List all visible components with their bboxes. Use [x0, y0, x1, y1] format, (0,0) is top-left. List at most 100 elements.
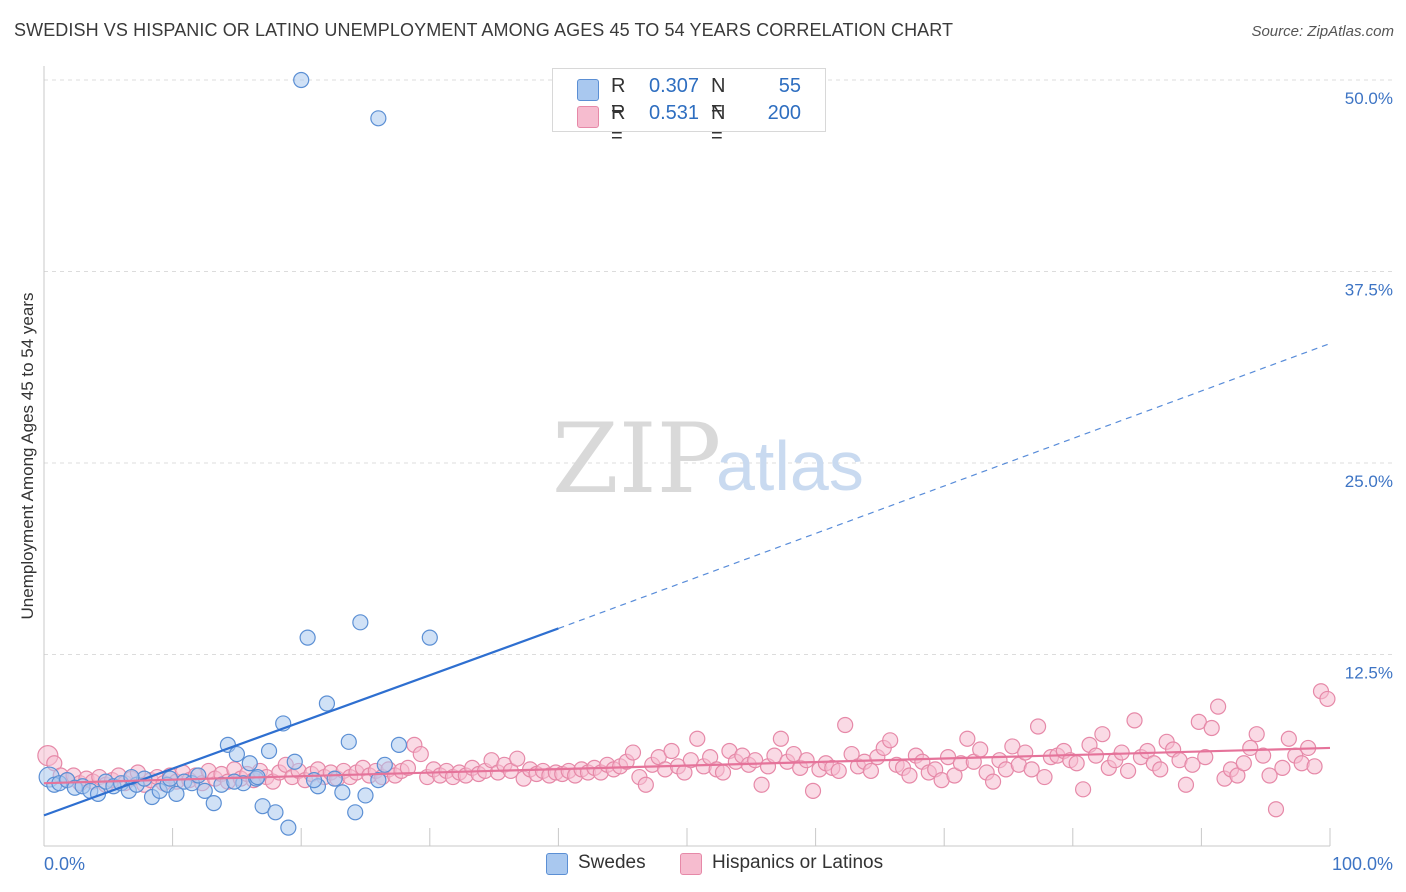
swedes-point	[347, 804, 364, 821]
n-label: N =	[711, 75, 726, 120]
chart-title: SWEDISH VS HISPANIC OR LATINO UNEMPLOYME…	[14, 20, 954, 40]
hispanic-point	[882, 732, 899, 749]
hispanic-point	[1210, 698, 1227, 715]
swedes-point	[267, 804, 284, 821]
swedes-swatch	[577, 79, 599, 101]
y-tick-label: 12.5%	[1345, 664, 1393, 683]
hispanic-point	[1274, 759, 1291, 776]
swedes-point	[352, 614, 369, 631]
hispanic-trend-line	[43, 746, 1331, 785]
swedes-point	[280, 819, 297, 836]
r-value: 0.307	[649, 75, 700, 97]
hispanic-point	[1152, 761, 1169, 778]
hispanic-point	[1094, 726, 1111, 743]
swedes-point	[260, 742, 278, 760]
n-value: 200	[767, 102, 801, 124]
r-label: R =	[611, 102, 626, 147]
legend-label: Swedes	[578, 852, 646, 873]
hispanic-point	[830, 762, 847, 780]
watermark-atlas: atlas	[716, 427, 864, 505]
r-label: R =	[611, 75, 626, 120]
hispanics-swatch	[680, 853, 702, 875]
hispanic-point	[1235, 755, 1252, 772]
swedes-point	[299, 629, 316, 646]
hispanic-point	[1280, 730, 1297, 747]
hispanic-point	[798, 752, 815, 769]
hispanic-point	[624, 744, 642, 761]
hispanic-point	[1023, 761, 1040, 778]
hispanic-point	[1119, 762, 1137, 780]
swedes-point	[318, 695, 336, 712]
swedes-point	[196, 782, 213, 799]
swedes-point	[168, 785, 185, 803]
hispanic-point	[984, 773, 1002, 790]
hispanic-point	[862, 762, 879, 780]
swedes-point	[340, 733, 357, 750]
hispanic-point	[1004, 738, 1021, 755]
watermark-zip: ZIP	[552, 403, 721, 515]
hispanic-point	[1261, 767, 1278, 784]
y-tick-label: 25.0%	[1345, 472, 1393, 491]
hispanic-point	[1017, 744, 1034, 761]
y-tick-label: 37.5%	[1345, 281, 1393, 300]
swedes-point	[190, 767, 207, 784]
swedes-point	[286, 753, 303, 770]
swedes-point	[205, 795, 222, 812]
x-tick-label: 0.0%	[44, 854, 85, 874]
grid-layer	[44, 79, 1393, 655]
hispanic-point	[972, 741, 989, 758]
swedes-point	[293, 71, 310, 89]
hispanic-point	[663, 742, 680, 760]
swedes-point	[390, 736, 408, 753]
hispanic-point	[1255, 747, 1272, 764]
legend-label: Hispanics or Latinos	[712, 852, 884, 873]
swedes-point	[228, 745, 245, 763]
swedes-point	[370, 110, 387, 127]
hispanic-point	[1306, 758, 1323, 775]
hispanic-point	[1190, 713, 1207, 731]
hispanic-point	[1184, 756, 1201, 773]
hispanic-point	[1074, 781, 1092, 798]
hispanic-point	[1248, 726, 1265, 743]
hispanic-point	[509, 750, 526, 767]
swedes-point	[241, 755, 258, 772]
swedes-trend-extension	[558, 342, 1331, 630]
swedes-swatch	[546, 853, 568, 875]
hispanic-point	[804, 782, 822, 799]
hispanic-point	[753, 776, 770, 793]
hispanic-point	[1319, 690, 1336, 708]
hispanic-point	[837, 716, 854, 734]
y-axis-label: Unemployment Among Ages 45 to 54 years	[18, 292, 37, 620]
hispanic-point	[689, 730, 706, 747]
swedes-point	[370, 772, 387, 789]
hispanic-point	[1267, 801, 1285, 818]
hispanic-point	[399, 759, 417, 776]
hispanic-point	[1126, 712, 1143, 729]
correlation-legend: R = 0.307 N = 55 R = 0.531 N = 200	[552, 68, 826, 147]
n-value: 55	[778, 75, 801, 97]
r-value: 0.531	[649, 102, 700, 124]
swedes-point	[421, 629, 438, 646]
hispanic-point	[1177, 776, 1195, 793]
hispanic-point	[682, 752, 699, 769]
hispanic-point	[637, 776, 654, 793]
hispanic-point	[1087, 747, 1105, 764]
hispanic-point	[1197, 749, 1214, 766]
hispanic-point	[1242, 739, 1259, 757]
hispanic-point	[1036, 768, 1053, 786]
hispanic-point	[412, 745, 429, 763]
swedes-point	[254, 798, 271, 815]
swedes-point	[376, 756, 393, 773]
hispanic-point	[714, 764, 732, 781]
swedes-trend-line	[43, 627, 559, 817]
hispanic-point	[772, 730, 789, 747]
hispanics-swatch	[577, 106, 599, 128]
tick-labels-layer: 12.5% 25.0% 37.5% 50.0% 0.0% 100.0%	[44, 89, 1393, 874]
axis-layer	[43, 66, 1331, 847]
swedes-point	[226, 773, 243, 790]
swedes-point	[326, 770, 343, 787]
hispanic-point	[1068, 755, 1085, 772]
hispanic-point	[959, 730, 976, 747]
source-label: Source: ZipAtlas.com	[1251, 23, 1394, 40]
